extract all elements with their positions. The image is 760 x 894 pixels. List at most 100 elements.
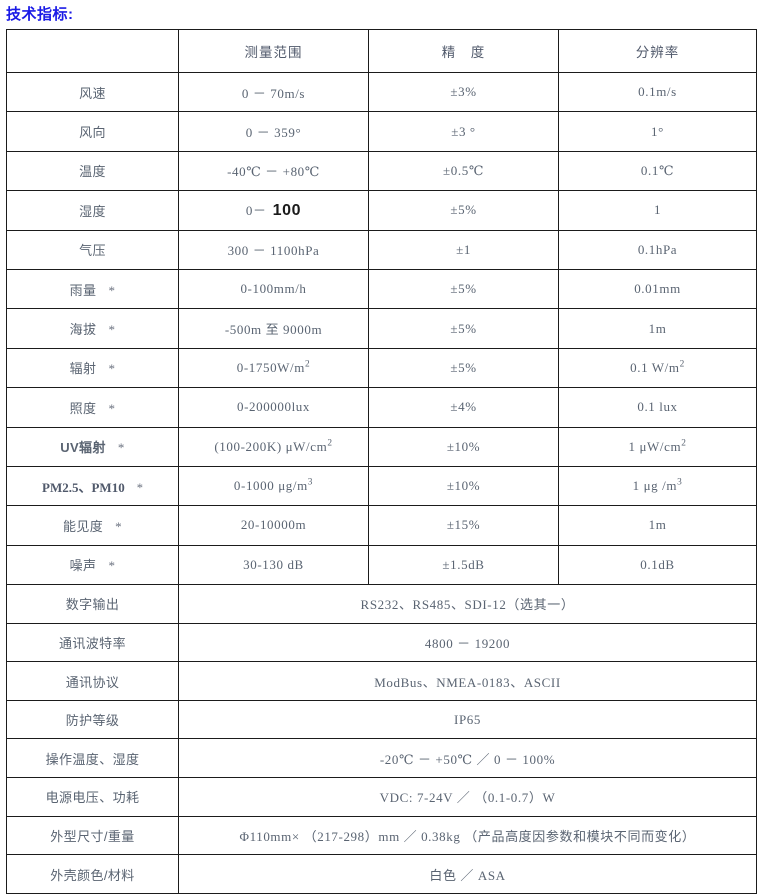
cell-measurement-range: 0 － 70m/s [178,71,369,113]
table-row: 防护等级 IP65 [6,699,757,740]
table-header-row: 测量范围精 度分辨率 [6,29,757,73]
superscript: 2 [304,359,311,370]
cell-accuracy: ±3% [368,71,559,113]
cell-measurement-range: 0－ 100 [178,190,369,231]
row-label: 电源电压、功耗 [6,777,179,817]
cell-measurement-range: 20-10000m [178,505,369,546]
cell-accuracy: ±15% [368,505,559,546]
optional-marker: * [108,400,116,416]
cell-merged-value: VDC: 7-24V ／ （0.1-0.7）W [178,777,757,817]
cell-measurement-range: 0-1000 μg/m3 [178,465,369,507]
superscript: 2 [327,438,333,449]
row-label: 湿度 [6,190,179,231]
cell-measurement-range: -500m 至 9000m [178,308,369,349]
row-label: 外壳颜色/材料 [6,854,179,894]
superscript: 3 [677,477,683,488]
row-label: 风向 [6,111,179,152]
cell-accuracy: ±10% [368,426,559,467]
cell-merged-value: 白色 ／ ASA [178,854,757,894]
row-label: 能见度 * [6,505,179,546]
page-title: 技术指标: [6,6,74,23]
row-label: 辐射 * [6,347,179,389]
table-row: 外壳颜色/材料 白色 ／ ASA [6,854,757,894]
row-label: 通讯波特率 [6,622,179,663]
cell-accuracy: ±5% [368,347,559,389]
cell-accuracy: ±10% [368,465,559,507]
header-resolution: 分辨率 [558,29,757,73]
cell-merged-value: Φ110mm× （217-298）mm ／ 0.38kg （产品高度因参数和模块… [178,815,757,856]
range-prefix: 0－ [245,203,267,219]
cell-accuracy: ±1 [368,229,559,270]
cell-resolution: 1° [558,111,757,152]
cell-resolution: 1m [558,308,757,349]
table-row: 照度 * 0-200000lux ±4% 0.1 lux [6,387,757,428]
table-row: 能见度 * 20-10000m ±15% 1m [6,505,757,546]
row-label: 数字输出 [6,584,179,624]
header-accuracy: 精 度 [368,29,559,73]
row-label: 照度 * [6,387,179,428]
optional-marker: * [117,440,125,456]
table-row: 通讯波特率 4800 － 19200 [6,622,757,663]
cell-resolution: 1 μW/cm2 [558,426,757,467]
table-row: 风速 0 － 70m/s ±3% 0.1m/s [6,71,757,113]
cell-accuracy: ±0.5℃ [368,150,559,192]
optional-marker: * [108,322,116,338]
cell-merged-value: RS232、RS485、SDI-12（选其一） [178,584,757,624]
cell-accuracy: ±1.5dB [368,544,559,586]
cell-accuracy: ±5% [368,268,559,310]
table-row: 外型尺寸/重量 Φ110mm× （217-298）mm ／ 0.38kg （产品高… [6,815,757,856]
cell-resolution: 0.1 lux [558,387,757,428]
cell-resolution: 0.1m/s [558,71,757,113]
table-row: UV辐射 * (100-200K) μW/cm2 ±10% 1 μW/cm2 [6,426,757,467]
cell-measurement-range: 30-130 dB [178,544,369,586]
table-body: 测量范围精 度分辨率 风速 0 － 70m/s ±3% 0.1m/s 风向 0 － 359°… [6,29,757,894]
row-label: 噪声 * [6,544,179,586]
range-bold-value: 100 [272,202,302,220]
cell-resolution: 1m [558,505,757,546]
header-blank [6,29,179,73]
row-label: 气压 [6,229,179,270]
header-measurement-range: 测量范围 [178,29,369,73]
table-row: 雨量 * 0-100mm/h ±5% 0.01mm [6,268,757,310]
row-label: 通讯协议 [6,661,179,701]
superscript: 2 [679,359,685,370]
table-row: 数字输出 RS232、RS485、SDI-12（选其一） [6,584,757,624]
table-row: 通讯协议 ModBus、NMEA-0183、ASCII [6,661,757,701]
table-row: 电源电压、功耗 VDC: 7-24V ／ （0.1-0.7）W [6,777,757,817]
row-label: 操作温度、湿度 [6,738,179,779]
superscript: 2 [681,438,687,449]
optional-marker: * [136,480,143,495]
cell-resolution: 0.1hPa [558,229,757,270]
table-row: 噪声 * 30-130 dB ±1.5dB 0.1dB [6,544,757,586]
cell-accuracy: ±5% [368,190,559,231]
technical-specifications-table: 测量范围精 度分辨率 风速 0 － 70m/s ±3% 0.1m/s 风向 0 － 359°… [6,29,757,894]
optional-marker: * [115,518,123,534]
table-row: PM2.5、PM10 * 0-1000 μg/m3 ±10% 1 μg /m3 [6,465,757,507]
cell-measurement-range: (100-200K) μW/cm2 [178,426,369,467]
table-row: 温度 -40℃ － +80℃ ±0.5℃ 0.1℃ [6,150,757,192]
cell-resolution: 0.01mm [558,268,757,310]
table-row: 操作温度、湿度 -20℃ － +50℃ ／ 0 － 100% [6,738,757,779]
cell-accuracy: ±4% [368,387,559,428]
table-row: 海拔 * -500m 至 9000m ±5% 1m [6,308,757,349]
cell-measurement-range: 300 － 1100hPa [178,229,369,270]
cell-measurement-range: 0-1750W/m2 [178,347,369,389]
cell-measurement-range: -40℃ － +80℃ [178,150,369,192]
superscript: 3 [307,477,314,488]
cell-resolution: 1 μg /m3 [558,465,757,507]
cell-measurement-range: 0-100mm/h [178,268,369,310]
cell-merged-value: ModBus、NMEA-0183、ASCII [178,661,757,701]
cell-resolution: 1 [558,190,757,231]
cell-resolution: 0.1dB [558,544,757,586]
row-label: 防护等级 [6,699,179,740]
table-row: 气压 300 － 1100hPa ±1 0.1hPa [6,229,757,270]
row-label: 海拔 * [6,308,179,349]
table-row: 辐射 * 0-1750W/m2 ±5% 0.1 W/m2 [6,347,757,389]
cell-accuracy: ±5% [368,308,559,349]
row-label: UV辐射 * [6,426,179,467]
cell-accuracy: ±3 ° [368,111,559,152]
optional-marker: * [108,361,116,377]
row-label: 雨量 * [6,268,179,310]
cell-measurement-range: 0 － 359° [178,111,369,152]
table-row: 湿度 0－ 100 ±5% 1 [6,190,757,231]
